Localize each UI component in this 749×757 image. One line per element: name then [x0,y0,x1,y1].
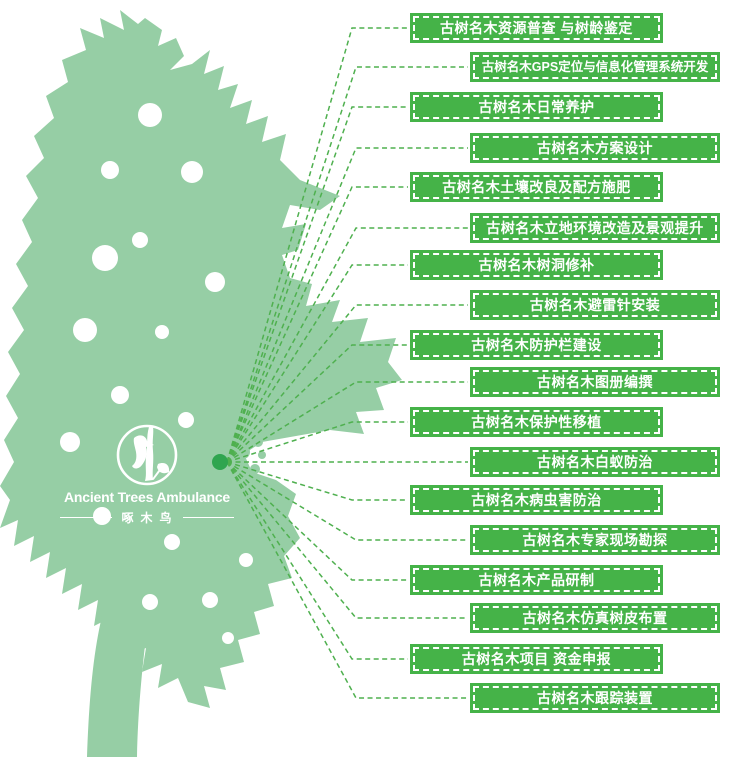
branch-shape [145,427,154,481]
subtitle-right-rule [182,517,235,518]
service-box-13: 古树名木病虫害防治 [410,485,663,515]
service-box-5: 古树名木土壤改良及配方施肥 [410,172,663,202]
service-label: 古树名木资源普查 与树龄鉴定 [440,20,633,36]
service-label: 古树名木专家现场勘探 [522,532,668,548]
service-box-15: 古树名木产品研制 [410,565,663,595]
service-label: 古树名木项目 资金申报 [461,651,612,667]
connector-line [226,461,408,581]
connector-line [226,421,408,463]
box-dashed-border [473,686,717,710]
service-box-10: 古树名木图册编撰 [470,367,720,397]
box-dashed-border [473,293,717,317]
box-dashed-border [473,136,717,160]
connector-line [226,147,468,463]
box-dashed-border [413,95,660,119]
subtitle-left-rule [60,517,112,518]
connector-line [226,461,408,501]
box-dashed-border [413,568,660,592]
service-box-3: 古树名木日常养护 [410,92,663,122]
service-box-8: 古树名木避雷针安装 [470,290,720,320]
connector-line [226,66,468,463]
service-label: 古树名木防护栏建设 [471,337,602,353]
service-box-9: 古树名木防护栏建设 [410,330,663,360]
box-dashed-border [413,647,660,671]
box-dashed-border [413,410,660,434]
service-label: 古树名木跟踪装置 [537,690,653,706]
service-box-12: 古树名木白蚁防治 [470,447,720,477]
logo-title: Ancient Trees Ambulance [63,489,231,505]
service-label: 古树名木土壤改良及配方施肥 [442,179,631,195]
service-box-2: 古树名木GPS定位与信息化管理系统开发 [470,52,720,82]
service-box-11: 古树名木保护性移植 [410,407,663,437]
service-box-14: 古树名木专家现场勘探 [470,525,720,555]
service-box-17: 古树名木项目 资金申报 [410,644,663,674]
connector-line [226,186,408,463]
box-dashed-border [413,488,660,512]
woodpecker-icon [116,424,178,486]
box-dashed-border [473,528,717,552]
box-dashed-border [473,370,717,394]
service-label: 古树名木图册编撰 [537,374,653,390]
service-box-7: 古树名木树洞修补 [410,250,663,280]
box-dashed-border [473,216,717,240]
box-dashed-border [473,606,717,630]
connector-line [226,27,408,463]
connector-line [226,461,468,541]
box-dashed-border [413,253,660,277]
service-label: 古树名木立地环境改造及景观提升 [486,220,704,236]
logo-subtitle: 啄木鸟 [121,511,179,525]
bird-shape [132,435,154,469]
box-dashed-border [413,333,660,357]
box-dashed-border [473,450,717,474]
connector-line [226,461,408,660]
service-label: 古树名木避雷针安装 [529,297,661,313]
service-label: 古树名木GPS定位与信息化管理系统开发 [481,59,709,74]
service-label: 古树名木产品研制 [478,572,595,588]
service-label: 古树名木病虫害防治 [471,492,602,508]
service-box-1: 古树名木资源普查 与树龄鉴定 [410,13,663,43]
service-box-4: 古树名木方案设计 [470,133,720,163]
service-label: 古树名木日常养护 [478,99,595,115]
connector-line [226,344,408,463]
connector-line [226,461,468,699]
service-label: 古树名木仿真树皮布置 [522,610,668,626]
service-label: 古树名木保护性移植 [471,414,602,430]
box-dashed-border [413,16,660,40]
logo: Ancient Trees Ambulance 啄木鸟 [60,421,235,526]
leaf-stem [152,468,162,480]
service-label: 古树名木方案设计 [537,140,653,156]
service-label: 古树名木树洞修补 [478,257,595,273]
service-box-16: 古树名木仿真树皮布置 [470,603,720,633]
box-dashed-border [413,175,660,199]
tree-trunk [87,438,160,757]
connector-line [226,264,408,463]
service-box-6: 古树名木立地环境改造及景观提升 [470,213,720,243]
tree-canopy [0,10,402,708]
connector-line [226,106,408,463]
service-box-18: 古树名木跟踪装置 [470,683,720,713]
connector-line [226,227,468,463]
service-label: 古树名木白蚁防治 [537,454,653,470]
hub-dot [212,454,228,470]
canopy-gaps [60,103,253,644]
logo-subtitle-row: 啄木鸟 [60,509,235,526]
box-dashed-border [473,55,717,79]
